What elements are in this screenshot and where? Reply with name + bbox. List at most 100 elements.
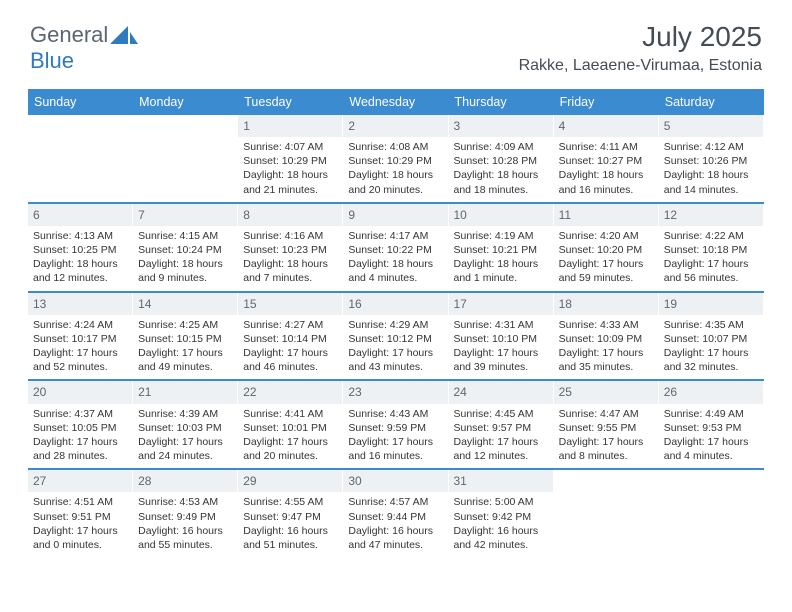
day-number: 21 [133, 381, 238, 403]
sunrise-text: Sunrise: 4:11 AM [559, 140, 654, 154]
empty-cell [28, 115, 133, 202]
day-cell: 24Sunrise: 4:45 AMSunset: 9:57 PMDayligh… [449, 381, 554, 468]
daylight-text: Daylight: 17 hours and 59 minutes. [559, 257, 654, 285]
weekday-header-cell: Monday [133, 89, 238, 115]
daylight-text: Daylight: 17 hours and 8 minutes. [559, 435, 654, 463]
sunrise-text: Sunrise: 4:08 AM [348, 140, 443, 154]
sunrise-text: Sunrise: 4:07 AM [243, 140, 338, 154]
day-number: 9 [343, 204, 448, 226]
day-cell: 7Sunrise: 4:15 AMSunset: 10:24 PMDayligh… [133, 204, 238, 291]
daylight-text: Daylight: 17 hours and 35 minutes. [559, 346, 654, 374]
weekday-header-cell: Sunday [28, 89, 133, 115]
sunrise-text: Sunrise: 4:16 AM [243, 229, 338, 243]
daylight-text: Daylight: 18 hours and 21 minutes. [243, 168, 338, 196]
day-number: 25 [554, 381, 659, 403]
daylight-text: Daylight: 16 hours and 47 minutes. [348, 524, 443, 552]
daylight-text: Daylight: 18 hours and 16 minutes. [559, 168, 654, 196]
sunset-text: Sunset: 10:05 PM [33, 421, 128, 435]
sunrise-text: Sunrise: 4:15 AM [138, 229, 233, 243]
day-cell: 5Sunrise: 4:12 AMSunset: 10:26 PMDayligh… [659, 115, 764, 202]
daylight-text: Daylight: 18 hours and 18 minutes. [454, 168, 549, 196]
weekday-header-cell: Thursday [449, 89, 554, 115]
daylight-text: Daylight: 18 hours and 14 minutes. [664, 168, 759, 196]
sunset-text: Sunset: 9:49 PM [138, 510, 233, 524]
daylight-text: Daylight: 17 hours and 49 minutes. [138, 346, 233, 374]
sunrise-text: Sunrise: 4:27 AM [243, 318, 338, 332]
sunset-text: Sunset: 10:01 PM [243, 421, 338, 435]
sunrise-text: Sunrise: 4:20 AM [559, 229, 654, 243]
sunrise-text: Sunrise: 4:49 AM [664, 407, 759, 421]
sunset-text: Sunset: 10:09 PM [559, 332, 654, 346]
daylight-text: Daylight: 17 hours and 24 minutes. [138, 435, 233, 463]
daylight-text: Daylight: 18 hours and 9 minutes. [138, 257, 233, 285]
sunrise-text: Sunrise: 4:25 AM [138, 318, 233, 332]
day-number: 28 [133, 470, 238, 492]
brand-part1: General [30, 22, 108, 47]
brand-part2: Blue [30, 48, 74, 73]
location-text: Rakke, Laeaene-Virumaa, Estonia [519, 57, 762, 75]
daylight-text: Daylight: 17 hours and 0 minutes. [33, 524, 128, 552]
day-number: 10 [449, 204, 554, 226]
day-number: 3 [449, 115, 554, 137]
weeks-container: 1Sunrise: 4:07 AMSunset: 10:29 PMDayligh… [28, 115, 764, 557]
sunrise-text: Sunrise: 4:45 AM [454, 407, 549, 421]
day-cell: 19Sunrise: 4:35 AMSunset: 10:07 PMDaylig… [659, 293, 764, 380]
day-cell: 30Sunrise: 4:57 AMSunset: 9:44 PMDayligh… [343, 470, 448, 557]
day-number: 22 [238, 381, 343, 403]
day-cell: 14Sunrise: 4:25 AMSunset: 10:15 PMDaylig… [133, 293, 238, 380]
sunset-text: Sunset: 10:21 PM [454, 243, 549, 257]
day-number: 31 [449, 470, 554, 492]
day-cell: 29Sunrise: 4:55 AMSunset: 9:47 PMDayligh… [238, 470, 343, 557]
day-number: 4 [554, 115, 659, 137]
day-cell: 15Sunrise: 4:27 AMSunset: 10:14 PMDaylig… [238, 293, 343, 380]
day-cell: 8Sunrise: 4:16 AMSunset: 10:23 PMDayligh… [238, 204, 343, 291]
weekday-header-row: SundayMondayTuesdayWednesdayThursdayFrid… [28, 89, 764, 115]
sunset-text: Sunset: 10:27 PM [559, 154, 654, 168]
daylight-text: Daylight: 17 hours and 39 minutes. [454, 346, 549, 374]
sunset-text: Sunset: 10:17 PM [33, 332, 128, 346]
week-row: 13Sunrise: 4:24 AMSunset: 10:17 PMDaylig… [28, 293, 764, 382]
week-row: 1Sunrise: 4:07 AMSunset: 10:29 PMDayligh… [28, 115, 764, 204]
day-cell: 23Sunrise: 4:43 AMSunset: 9:59 PMDayligh… [343, 381, 448, 468]
daylight-text: Daylight: 18 hours and 7 minutes. [243, 257, 338, 285]
day-cell: 21Sunrise: 4:39 AMSunset: 10:03 PMDaylig… [133, 381, 238, 468]
sunset-text: Sunset: 9:59 PM [348, 421, 443, 435]
sunrise-text: Sunrise: 4:17 AM [348, 229, 443, 243]
sunrise-text: Sunrise: 4:43 AM [348, 407, 443, 421]
day-number: 27 [28, 470, 133, 492]
sunset-text: Sunset: 9:51 PM [33, 510, 128, 524]
daylight-text: Daylight: 17 hours and 56 minutes. [664, 257, 759, 285]
day-cell: 10 Sunrise: 4:19 AMSunset: 10:21 PMDaylig… [449, 204, 554, 291]
day-number: 23 [343, 381, 448, 403]
sunrise-text: Sunrise: 4:13 AM [33, 229, 128, 243]
daylight-text: Daylight: 16 hours and 51 minutes. [243, 524, 338, 552]
weekday-header-cell: Tuesday [238, 89, 343, 115]
sunrise-text: Sunrise: 5:00 AM [454, 495, 549, 509]
daylight-text: Daylight: 17 hours and 32 minutes. [664, 346, 759, 374]
sunset-text: Sunset: 9:47 PM [243, 510, 338, 524]
day-number: 17 [449, 293, 554, 315]
daylight-text: Daylight: 17 hours and 4 minutes. [664, 435, 759, 463]
brand-text: General Blue [30, 22, 108, 74]
day-number: 1 [238, 115, 343, 137]
sunset-text: Sunset: 10:20 PM [559, 243, 654, 257]
sunrise-text: Sunrise: 4:19 AM [454, 229, 549, 243]
daylight-text: Daylight: 16 hours and 42 minutes. [454, 524, 549, 552]
day-number: 20 [28, 381, 133, 403]
day-number: 16 [343, 293, 448, 315]
day-number: 29 [238, 470, 343, 492]
day-number: 14 [133, 293, 238, 315]
sunrise-text: Sunrise: 4:57 AM [348, 495, 443, 509]
daylight-text: Daylight: 18 hours and 1 minute. [454, 257, 549, 285]
daylight-text: Daylight: 18 hours and 4 minutes. [348, 257, 443, 285]
day-cell: 26Sunrise: 4:49 AMSunset: 9:53 PMDayligh… [659, 381, 764, 468]
week-row: 27Sunrise: 4:51 AMSunset: 9:51 PMDayligh… [28, 470, 764, 557]
sunset-text: Sunset: 9:42 PM [454, 510, 549, 524]
sunrise-text: Sunrise: 4:09 AM [454, 140, 549, 154]
sunset-text: Sunset: 10:26 PM [664, 154, 759, 168]
daylight-text: Daylight: 16 hours and 55 minutes. [138, 524, 233, 552]
sunrise-text: Sunrise: 4:33 AM [559, 318, 654, 332]
sunset-text: Sunset: 10:28 PM [454, 154, 549, 168]
week-row: 20Sunrise: 4:37 AMSunset: 10:05 PMDaylig… [28, 381, 764, 470]
day-cell: 12Sunrise: 4:22 AMSunset: 10:18 PMDaylig… [659, 204, 764, 291]
